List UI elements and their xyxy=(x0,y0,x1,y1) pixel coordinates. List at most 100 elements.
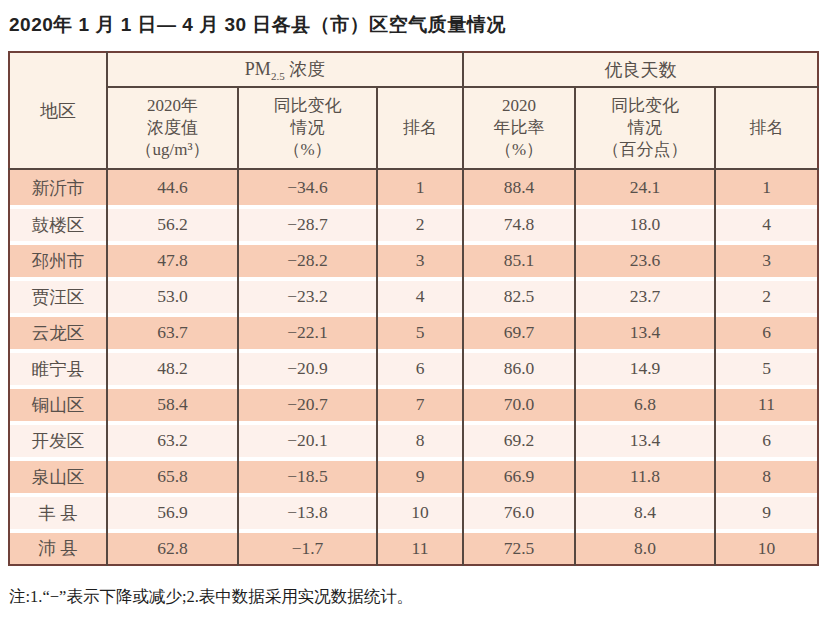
table-row: 云龙区63.7−22.1569.713.46 xyxy=(9,313,818,349)
cell-pm-change: −34.6 xyxy=(238,169,377,205)
cell-pm-change: −20.9 xyxy=(238,349,377,385)
cell-gd-change: 23.7 xyxy=(575,277,715,313)
column-header-gd-change: 同比变化 情况 （百分点） xyxy=(575,87,715,169)
cell-gd-rank: 8 xyxy=(715,457,818,493)
cell-region: 鼓楼区 xyxy=(9,205,107,241)
table-row: 泉山区65.8−18.5966.911.88 xyxy=(9,457,818,493)
cell-region: 云龙区 xyxy=(9,313,107,349)
cell-gd-change: 8.0 xyxy=(575,529,715,565)
cell-region: 泉山区 xyxy=(9,457,107,493)
cell-gd-rate: 69.2 xyxy=(463,421,575,457)
cell-gd-rate: 76.0 xyxy=(463,493,575,529)
cell-gd-change: 24.1 xyxy=(575,169,715,205)
cell-pm-change: −23.2 xyxy=(238,277,377,313)
cell-pm-rank: 5 xyxy=(377,313,463,349)
column-header-pm-change: 同比变化 情况 （%） xyxy=(238,87,377,169)
cell-gd-rate: 86.0 xyxy=(463,349,575,385)
cell-region: 铜山区 xyxy=(9,385,107,421)
cell-gd-change: 14.9 xyxy=(575,349,715,385)
cell-region: 开发区 xyxy=(9,421,107,457)
table-row: 睢宁县48.2−20.9686.014.95 xyxy=(9,349,818,385)
table-row: 邳州市47.8−28.2385.123.63 xyxy=(9,241,818,277)
cell-gd-rate: 70.0 xyxy=(463,385,575,421)
cell-pm-change: −20.1 xyxy=(238,421,377,457)
cell-gd-rank: 5 xyxy=(715,349,818,385)
cell-pm-value: 48.2 xyxy=(107,349,238,385)
cell-gd-rank: 11 xyxy=(715,385,818,421)
table-row: 开发区63.2−20.1869.213.46 xyxy=(9,421,818,457)
footnote: 注:1.“−”表示下降或减少;2.表中数据采用实况数据统计。 xyxy=(0,566,825,608)
page-title: 2020年 1 月 1 日— 4 月 30 日各县（市）区空气质量情况 xyxy=(0,0,825,38)
cell-pm-rank: 1 xyxy=(377,169,463,205)
cell-pm-value: 62.8 xyxy=(107,529,238,565)
cell-pm-rank: 4 xyxy=(377,277,463,313)
column-header-pm-value: 2020年 浓度值 （ug/m³） xyxy=(107,87,238,169)
cell-pm-change: −13.8 xyxy=(238,493,377,529)
cell-pm-change: −20.7 xyxy=(238,385,377,421)
cell-gd-rate: 69.7 xyxy=(463,313,575,349)
pm25-label-suffix: 浓度 xyxy=(285,59,326,79)
cell-gd-rank: 4 xyxy=(715,205,818,241)
cell-pm-value: 47.8 xyxy=(107,241,238,277)
cell-region: 沛 县 xyxy=(9,529,107,565)
cell-gd-rank: 10 xyxy=(715,529,818,565)
cell-region: 邳州市 xyxy=(9,241,107,277)
cell-pm-change: −22.1 xyxy=(238,313,377,349)
table-row: 沛 县62.8−1.71172.58.010 xyxy=(9,529,818,565)
cell-pm-rank: 11 xyxy=(377,529,463,565)
cell-gd-change: 18.0 xyxy=(575,205,715,241)
cell-pm-rank: 2 xyxy=(377,205,463,241)
group-header-pm25: PM2.5 浓度 xyxy=(107,52,463,87)
cell-pm-value: 56.2 xyxy=(107,205,238,241)
group-header-row: 地区 PM2.5 浓度 优良天数 xyxy=(9,52,818,87)
cell-pm-value: 53.0 xyxy=(107,277,238,313)
air-quality-table: 地区 PM2.5 浓度 优良天数 2020年 浓度值 （ug/m³） 同比变化 … xyxy=(8,51,819,566)
cell-gd-rate: 66.9 xyxy=(463,457,575,493)
group-header-good-days: 优良天数 xyxy=(463,52,818,87)
cell-pm-value: 65.8 xyxy=(107,457,238,493)
page: { "title": "2020年 1 月 1 日— 4 月 30 日各县（市）… xyxy=(0,0,825,620)
cell-gd-change: 13.4 xyxy=(575,421,715,457)
column-header-gd-rate: 2020 年比率 （%） xyxy=(463,87,575,169)
cell-gd-rank: 2 xyxy=(715,277,818,313)
cell-pm-value: 63.2 xyxy=(107,421,238,457)
table-row: 鼓楼区56.2−28.7274.818.04 xyxy=(9,205,818,241)
cell-pm-rank: 7 xyxy=(377,385,463,421)
column-header-gd-rank: 排名 xyxy=(715,87,818,169)
cell-gd-rank: 9 xyxy=(715,493,818,529)
column-header-pm-rank: 排名 xyxy=(377,87,463,169)
cell-gd-change: 23.6 xyxy=(575,241,715,277)
cell-pm-rank: 9 xyxy=(377,457,463,493)
table-body: 新沂市44.6−34.6188.424.11鼓楼区56.2−28.7274.81… xyxy=(9,169,818,565)
cell-pm-value: 56.9 xyxy=(107,493,238,529)
table-row: 丰 县56.9−13.81076.08.49 xyxy=(9,493,818,529)
cell-gd-change: 13.4 xyxy=(575,313,715,349)
cell-pm-value: 58.4 xyxy=(107,385,238,421)
cell-gd-rank: 6 xyxy=(715,313,818,349)
cell-gd-rate: 72.5 xyxy=(463,529,575,565)
pm25-label-subscript: 2.5 xyxy=(271,70,285,82)
pm25-label-prefix: PM xyxy=(245,59,271,79)
cell-region: 睢宁县 xyxy=(9,349,107,385)
cell-pm-change: −28.7 xyxy=(238,205,377,241)
table-header: 地区 PM2.5 浓度 优良天数 2020年 浓度值 （ug/m³） 同比变化 … xyxy=(9,52,818,169)
cell-region: 丰 县 xyxy=(9,493,107,529)
cell-gd-rate: 74.8 xyxy=(463,205,575,241)
cell-pm-value: 63.7 xyxy=(107,313,238,349)
table-row: 贾汪区53.0−23.2482.523.72 xyxy=(9,277,818,313)
cell-gd-change: 11.8 xyxy=(575,457,715,493)
cell-pm-rank: 3 xyxy=(377,241,463,277)
sub-header-row: 2020年 浓度值 （ug/m³） 同比变化 情况 （%） 排名 2020 年比… xyxy=(9,87,818,169)
cell-gd-rate: 82.5 xyxy=(463,277,575,313)
cell-pm-change: −18.5 xyxy=(238,457,377,493)
column-header-region: 地区 xyxy=(9,52,107,169)
cell-pm-change: −1.7 xyxy=(238,529,377,565)
cell-gd-rank: 1 xyxy=(715,169,818,205)
cell-pm-change: −28.2 xyxy=(238,241,377,277)
cell-region: 新沂市 xyxy=(9,169,107,205)
cell-gd-rank: 3 xyxy=(715,241,818,277)
cell-pm-rank: 8 xyxy=(377,421,463,457)
cell-region: 贾汪区 xyxy=(9,277,107,313)
cell-gd-rate: 88.4 xyxy=(463,169,575,205)
cell-gd-change: 8.4 xyxy=(575,493,715,529)
